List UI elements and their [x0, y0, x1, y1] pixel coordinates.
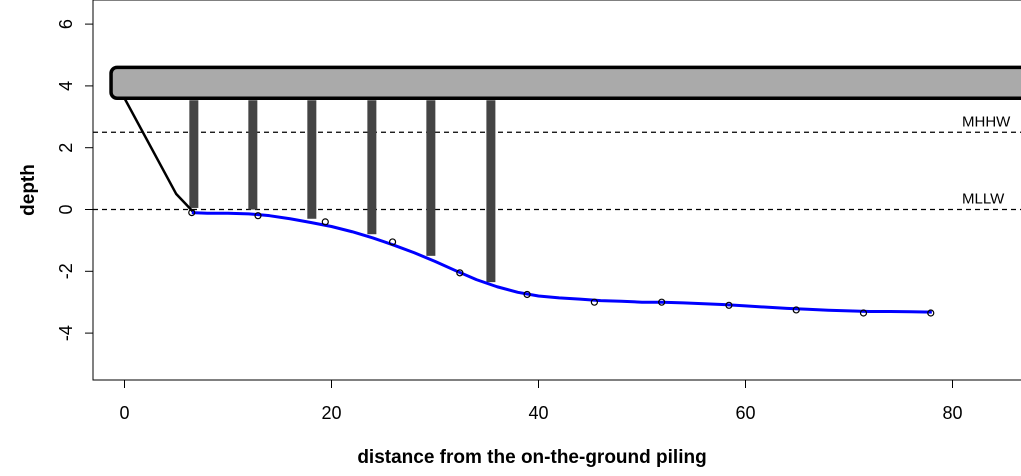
y-axis-title: depth	[18, 164, 39, 216]
shore-layer	[123, 97, 195, 214]
data-point-8	[658, 298, 666, 306]
y-tick-label-2: 2	[56, 143, 76, 153]
piling-6	[486, 100, 496, 283]
y-tick-label--4: -4	[56, 325, 76, 341]
data-point-9	[725, 301, 733, 309]
series-layer	[191, 211, 932, 314]
x-tick-label-0: 0	[119, 403, 129, 423]
piling-4	[367, 100, 377, 235]
plot-frame	[92, 0, 1021, 381]
piling-2	[248, 100, 258, 210]
y-tick-label--2: -2	[56, 263, 76, 279]
data-point-7	[590, 298, 598, 306]
reference-label-mhhw: MHHW	[962, 113, 1011, 130]
x-tick-label-40: 40	[528, 403, 548, 423]
y-tick-label-4: 4	[56, 81, 76, 91]
x-axis-title: distance from the on-the-ground piling	[357, 447, 706, 468]
data-point-3	[321, 218, 329, 226]
piling-5	[426, 100, 436, 256]
pilings-layer	[189, 100, 496, 283]
points-layer	[188, 208, 935, 317]
dock-layer	[109, 65, 1021, 101]
data-point-11	[859, 309, 868, 317]
piling-3	[307, 100, 317, 219]
y-tick-label-6: 6	[56, 19, 76, 29]
x-tick-label-60: 60	[735, 403, 755, 423]
x-axis: 0 20 40 60 80	[119, 379, 963, 423]
y-axis: -4 -2 0 2 4 6	[56, 19, 94, 341]
data-point-5	[456, 269, 464, 277]
reference-label-mllw: MLLW	[962, 191, 1005, 208]
x-tick-label-20: 20	[321, 403, 341, 423]
shore-line	[123, 97, 195, 214]
data-point-6	[523, 290, 531, 299]
data-point-1	[188, 208, 196, 217]
data-point-10	[792, 306, 800, 314]
series-line-1	[191, 211, 932, 314]
piling-1	[189, 100, 199, 208]
data-point-4	[388, 238, 397, 246]
data-point-2	[254, 212, 262, 220]
x-tick-label-80: 80	[942, 403, 962, 423]
data-point-12	[927, 309, 935, 317]
dock	[109, 65, 1021, 101]
reference-lines: MHHW MLLW	[93, 113, 1021, 211]
y-tick-label-0: 0	[56, 204, 76, 214]
